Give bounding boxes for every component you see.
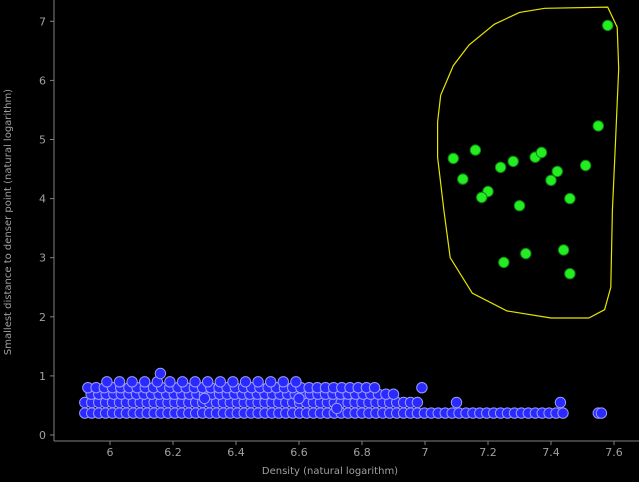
x-tick-label: 6.2 xyxy=(164,446,182,459)
data-point-outlier xyxy=(476,191,488,204)
data-point-dense xyxy=(214,376,227,388)
data-point-dense xyxy=(164,376,176,388)
data-point-dense xyxy=(277,376,289,388)
data-point-outlier xyxy=(457,173,469,185)
data-point-dense xyxy=(198,392,211,405)
data-point-dense xyxy=(252,376,264,388)
data-point-dense xyxy=(154,367,167,380)
x-tick-label: 7.4 xyxy=(542,446,560,459)
x-tick-label: 6.6 xyxy=(290,446,308,459)
x-tick-label: 7 xyxy=(422,446,429,459)
data-point-outlier xyxy=(507,155,519,168)
y-tick-label: 2 xyxy=(39,311,46,324)
data-point-dense xyxy=(387,388,400,400)
data-point-dense xyxy=(126,376,138,388)
data-point-dense xyxy=(290,376,302,388)
data-point-outlier xyxy=(551,165,563,178)
data-point-outlier xyxy=(520,247,532,260)
y-axis-label: Smallest distance to denser point (natur… xyxy=(3,89,14,355)
data-point-outlier xyxy=(557,244,570,256)
data-point-outlier xyxy=(592,120,604,132)
data-point-dense xyxy=(416,382,428,394)
x-tick-label: 7.6 xyxy=(605,446,623,459)
data-point-outlier xyxy=(535,146,548,159)
x-axis-ticks: 6 6.2 6.4 6.6 6.8 7 7.2 7.4 7.6 xyxy=(107,441,623,459)
data-point-outlier xyxy=(447,152,459,165)
selection-outline[interactable] xyxy=(437,6,620,319)
data-point-dense xyxy=(265,376,277,388)
data-point-dense xyxy=(227,376,239,388)
data-point-dense xyxy=(595,407,608,419)
data-point-outlier xyxy=(513,200,526,212)
data-point-outlier xyxy=(602,19,614,32)
data-point-dense xyxy=(139,376,151,388)
data-point-dense xyxy=(101,376,113,388)
y-tick-label: 6 xyxy=(39,74,46,87)
data-point-dense xyxy=(239,376,252,388)
data-point-outlier xyxy=(579,159,592,172)
data-point-dense xyxy=(554,396,567,409)
data-point-dense xyxy=(411,396,424,409)
data-point-outlier xyxy=(469,144,482,156)
y-tick-label: 3 xyxy=(39,252,46,265)
data-point-outlier xyxy=(564,268,576,280)
axes xyxy=(53,0,639,442)
y-tick-label: 4 xyxy=(39,193,46,206)
x-tick-label: 7.2 xyxy=(479,446,497,459)
data-point-dense xyxy=(331,402,343,415)
data-point-dense xyxy=(557,407,569,419)
y-tick-label: 7 xyxy=(39,15,46,28)
outlier-points-series xyxy=(447,19,614,280)
y-tick-label: 5 xyxy=(39,134,46,147)
x-tick-label: 6.8 xyxy=(353,446,371,459)
data-point-dense xyxy=(202,376,214,388)
data-point-outlier xyxy=(494,161,507,174)
data-point-outlier xyxy=(545,174,557,187)
y-tick-label: 1 xyxy=(39,370,46,383)
x-tick-label: 6 xyxy=(107,446,114,459)
data-point-dense xyxy=(293,392,305,405)
dense-points-series xyxy=(79,367,608,419)
data-point-dense xyxy=(113,376,126,388)
data-point-outlier xyxy=(498,256,510,269)
x-tick-label: 6.4 xyxy=(227,446,245,459)
x-axis-label: Density (natural logarithm) xyxy=(262,466,398,477)
data-point-dense xyxy=(176,376,189,388)
data-point-outlier xyxy=(564,192,576,205)
data-point-dense xyxy=(450,396,463,409)
y-axis-ticks: 0 1 2 3 4 5 6 7 xyxy=(39,15,54,442)
data-point-dense xyxy=(368,382,381,394)
data-point-dense xyxy=(189,376,201,388)
y-tick-label: 0 xyxy=(39,429,46,442)
